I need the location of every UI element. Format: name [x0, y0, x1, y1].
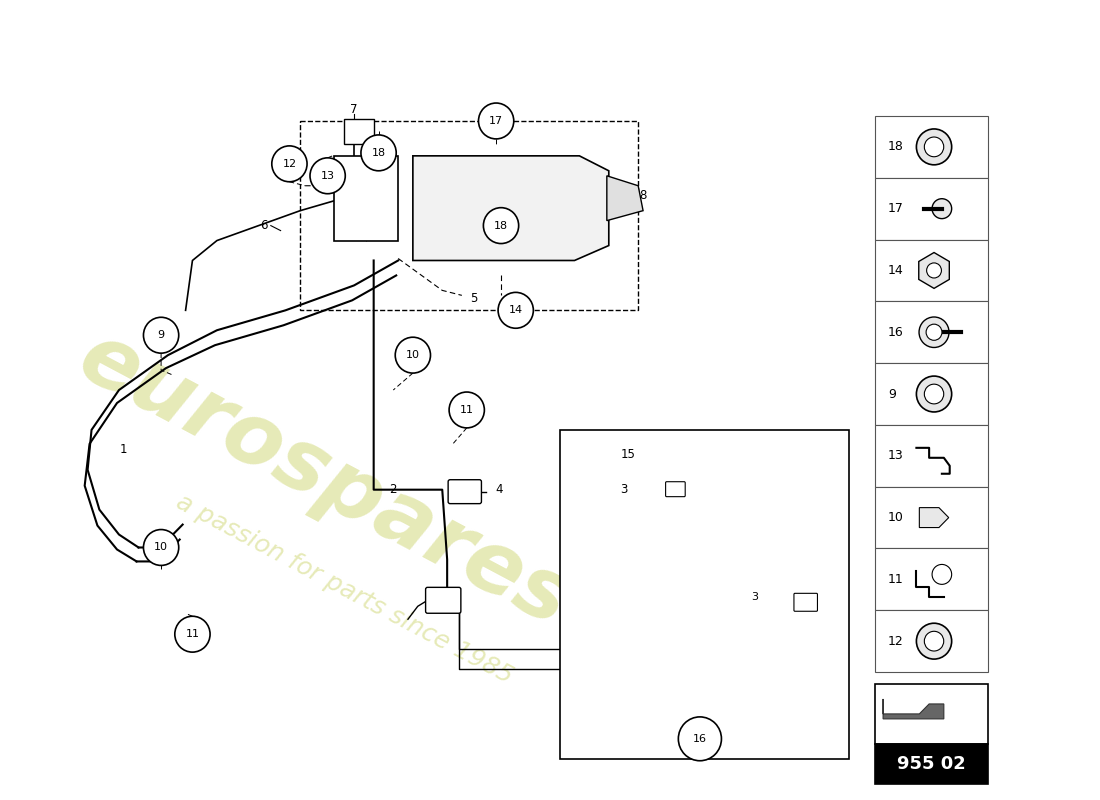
Text: 16: 16 — [693, 734, 707, 744]
FancyBboxPatch shape — [344, 119, 374, 144]
Circle shape — [924, 137, 944, 157]
Text: 13: 13 — [888, 450, 904, 462]
Text: 9: 9 — [888, 387, 895, 401]
Polygon shape — [607, 176, 644, 221]
Circle shape — [916, 129, 952, 165]
Circle shape — [395, 338, 430, 373]
Text: 7: 7 — [350, 102, 358, 115]
Text: 2: 2 — [389, 483, 397, 496]
Bar — [876, 302, 988, 363]
FancyBboxPatch shape — [426, 587, 461, 614]
Text: 17: 17 — [888, 202, 904, 215]
Circle shape — [918, 317, 949, 347]
Circle shape — [310, 158, 345, 194]
FancyBboxPatch shape — [334, 156, 398, 241]
Circle shape — [143, 530, 178, 566]
Polygon shape — [918, 253, 949, 288]
Bar — [876, 116, 988, 178]
Circle shape — [478, 103, 514, 139]
Circle shape — [498, 292, 534, 328]
FancyBboxPatch shape — [448, 480, 482, 504]
Text: 12: 12 — [888, 634, 904, 648]
Circle shape — [361, 135, 396, 170]
Bar — [876, 744, 988, 784]
Circle shape — [932, 198, 952, 218]
Text: 18: 18 — [372, 148, 386, 158]
Bar — [876, 239, 988, 302]
Text: 18: 18 — [888, 140, 904, 154]
Circle shape — [924, 384, 944, 404]
Bar — [300, 121, 638, 310]
Text: 14: 14 — [888, 264, 904, 277]
Text: a passion for parts since 1985: a passion for parts since 1985 — [172, 490, 517, 689]
FancyBboxPatch shape — [794, 594, 817, 611]
Text: 4: 4 — [495, 483, 503, 496]
Text: 10: 10 — [154, 542, 168, 553]
Circle shape — [924, 631, 944, 651]
Text: 14: 14 — [508, 306, 522, 315]
Polygon shape — [412, 156, 608, 261]
Text: 5: 5 — [470, 292, 477, 305]
Circle shape — [926, 263, 942, 278]
Circle shape — [143, 318, 178, 353]
Bar — [876, 363, 988, 425]
Circle shape — [926, 324, 942, 340]
Circle shape — [679, 717, 722, 761]
Bar — [876, 684, 988, 744]
Text: 955 02: 955 02 — [898, 754, 966, 773]
Polygon shape — [883, 699, 944, 719]
Bar — [876, 425, 988, 486]
Circle shape — [916, 623, 952, 659]
Text: 17: 17 — [490, 116, 503, 126]
Text: 12: 12 — [283, 159, 297, 169]
Text: 10: 10 — [406, 350, 420, 360]
Bar — [876, 549, 988, 610]
Text: 13: 13 — [320, 170, 334, 181]
Text: 8: 8 — [639, 190, 647, 202]
Text: 11: 11 — [888, 573, 904, 586]
Circle shape — [916, 376, 952, 412]
Text: 9: 9 — [157, 330, 165, 340]
Text: 11: 11 — [186, 629, 199, 639]
FancyBboxPatch shape — [666, 482, 685, 497]
Circle shape — [272, 146, 307, 182]
Circle shape — [483, 208, 519, 243]
Text: 15: 15 — [620, 448, 636, 462]
Circle shape — [175, 616, 210, 652]
Circle shape — [449, 392, 484, 428]
Text: 6: 6 — [261, 219, 267, 232]
Text: 3: 3 — [620, 483, 628, 496]
Polygon shape — [920, 508, 948, 527]
Text: eurospares: eurospares — [65, 315, 584, 644]
Bar — [876, 486, 988, 549]
Text: 16: 16 — [888, 326, 904, 338]
Text: 18: 18 — [494, 221, 508, 230]
Bar — [876, 178, 988, 239]
Text: 3: 3 — [750, 592, 758, 602]
Circle shape — [932, 565, 952, 584]
Bar — [560, 430, 849, 758]
Text: 10: 10 — [888, 511, 904, 524]
Text: 11: 11 — [460, 405, 474, 415]
Bar — [876, 610, 988, 672]
Text: 1: 1 — [119, 443, 126, 456]
